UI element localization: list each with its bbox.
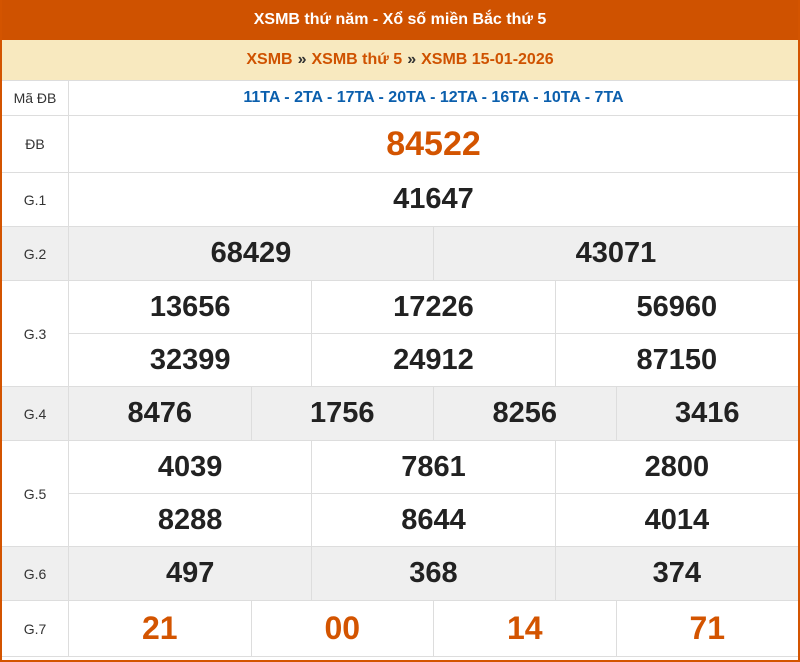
prize-row: G.6 497 368 374 bbox=[2, 547, 798, 601]
prize-number: 7861 bbox=[311, 441, 554, 493]
row-label: G.2 bbox=[2, 227, 69, 280]
prize-number: 14 bbox=[433, 601, 616, 656]
prize-number: 24912 bbox=[311, 334, 554, 386]
prize-row: G.3 13656 17226 56960 32399 24912 87150 bbox=[2, 281, 798, 387]
prize-number: 374 bbox=[554, 547, 798, 600]
breadcrumb-xsmb[interactable]: XSMB bbox=[246, 51, 293, 68]
prize-row: ĐB 84522 bbox=[2, 116, 798, 173]
breadcrumb: XSMB » XSMB thứ 5 » XSMB 15-01-2026 bbox=[2, 40, 798, 81]
ma-db-row: Mã ĐB 11TA - 2TA - 17TA - 20TA - 12TA - … bbox=[2, 81, 798, 116]
prize-number: 56960 bbox=[554, 281, 798, 333]
breadcrumb-separator: » bbox=[407, 51, 417, 68]
prize-number: 1756 bbox=[250, 387, 434, 440]
prize-number: 00 bbox=[250, 601, 434, 656]
prize-number: 4014 bbox=[554, 494, 798, 546]
breadcrumb-date[interactable]: XSMB 15-01-2026 bbox=[421, 51, 554, 68]
row-label: ĐB bbox=[2, 116, 69, 172]
row-label: G.6 bbox=[2, 547, 69, 600]
prize-number: 497 bbox=[165, 557, 215, 589]
row-label: Mã ĐB bbox=[2, 81, 69, 115]
ma-db-value: 11TA - 2TA - 17TA - 20TA - 12TA - 16TA -… bbox=[243, 89, 624, 106]
row-label: G.3 bbox=[2, 281, 69, 386]
row-label: G.5 bbox=[2, 441, 69, 546]
prize-row: G.5 4039 7861 2800 8288 8644 4014 bbox=[2, 441, 798, 547]
row-label: G.7 bbox=[2, 601, 69, 656]
table-title: XSMB thứ năm - Xổ số miền Bắc thứ 5 bbox=[2, 0, 798, 40]
prize-number: 87150 bbox=[554, 334, 798, 386]
prize-row: G.1 41647 bbox=[2, 173, 798, 227]
prize-number: 13656 bbox=[149, 290, 231, 323]
prize-number: 8256 bbox=[433, 387, 616, 440]
prize-number: 21 bbox=[141, 610, 178, 646]
prize-number: 8476 bbox=[127, 397, 192, 429]
prize-number: 41647 bbox=[393, 183, 474, 215]
prize-number: 68429 bbox=[210, 237, 292, 269]
prize-row: G.7 21 00 14 71 bbox=[2, 601, 798, 657]
prize-row: G.4 8476 1756 8256 3416 bbox=[2, 387, 798, 441]
prize-number: 71 bbox=[615, 601, 799, 656]
breadcrumb-separator: » bbox=[297, 51, 307, 68]
prize-number: 32399 bbox=[149, 343, 231, 376]
prize-number: 43071 bbox=[433, 227, 798, 280]
prize-number: 2800 bbox=[554, 441, 798, 493]
prize-number: 368 bbox=[311, 547, 554, 600]
row-label: G.4 bbox=[2, 387, 69, 440]
breadcrumb-xsmb-thu-5[interactable]: XSMB thứ 5 bbox=[311, 51, 403, 68]
prize-number: 84522 bbox=[386, 124, 481, 163]
prize-number: 17226 bbox=[311, 281, 554, 333]
prize-number: 4039 bbox=[157, 450, 223, 483]
row-label: G.1 bbox=[2, 173, 69, 226]
prize-number: 8288 bbox=[157, 503, 223, 536]
prize-number: 8644 bbox=[311, 494, 554, 546]
prize-number: 3416 bbox=[615, 387, 799, 440]
prize-row: G.2 68429 43071 bbox=[2, 227, 798, 281]
